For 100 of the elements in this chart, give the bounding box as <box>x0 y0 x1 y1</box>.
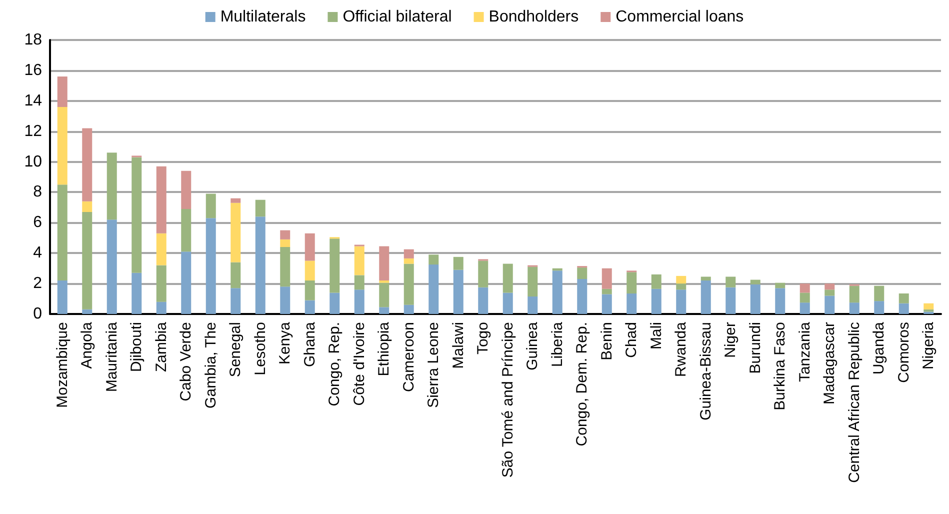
bar <box>280 230 290 240</box>
bar <box>800 284 810 293</box>
x-tick-label: Madagascar <box>821 322 838 405</box>
y-tick-label: 2 <box>33 275 42 292</box>
bar <box>106 220 117 314</box>
bar <box>354 246 364 276</box>
bar <box>354 275 364 290</box>
x-tick-label: Central African Republic <box>846 322 863 483</box>
y-tick-label: 8 <box>33 184 42 201</box>
x-tick-label: Burkina Faso <box>772 322 789 410</box>
bar <box>824 284 835 290</box>
bar <box>181 208 192 252</box>
bar <box>726 276 736 288</box>
bar <box>304 260 315 281</box>
bar <box>181 252 192 314</box>
bar <box>602 288 612 294</box>
legend-label: Official bilateral <box>342 8 452 26</box>
y-tick-label: 12 <box>24 122 42 140</box>
x-tick-label: Cabo Verde <box>178 322 195 402</box>
x-tick-label: Ghana <box>301 321 318 368</box>
y-tick-label: 14 <box>24 92 42 110</box>
bar <box>849 302 860 314</box>
x-tick-label: Gambia, The <box>202 322 220 408</box>
bar <box>82 309 92 314</box>
bar <box>800 302 810 314</box>
bar <box>428 264 439 314</box>
x-tick-label: Mauritania <box>103 321 120 392</box>
legend-label: Multilaterals <box>220 8 306 26</box>
bar <box>577 278 588 314</box>
bar <box>280 286 290 314</box>
bar <box>57 106 68 185</box>
bar <box>304 300 315 314</box>
bar <box>874 301 884 314</box>
x-tick-label: Senegal <box>227 322 244 378</box>
bar <box>800 292 810 303</box>
bar <box>726 287 736 314</box>
bar <box>404 258 414 264</box>
bar <box>132 157 142 273</box>
bar <box>156 166 166 234</box>
x-tick-label: Mozambique <box>54 322 71 408</box>
bar <box>750 280 760 284</box>
bar <box>676 276 686 284</box>
x-tick-label: Uganda <box>870 321 888 375</box>
x-tick-label: Niger <box>722 322 740 358</box>
bar <box>651 274 662 289</box>
bar <box>82 201 92 212</box>
bar <box>304 280 315 300</box>
bar <box>577 268 588 279</box>
bar <box>428 254 439 265</box>
x-tick-label: Sierra Leone <box>425 322 442 408</box>
bar <box>354 290 364 314</box>
bar <box>230 262 241 288</box>
bar <box>453 256 464 270</box>
bar <box>676 284 686 290</box>
x-tick-label: Zambia <box>152 321 170 372</box>
bar <box>156 302 166 314</box>
bar <box>898 293 909 304</box>
bar <box>775 288 786 314</box>
x-tick-label: São Tomé and Príncipe <box>499 322 516 478</box>
y-tick-label: 18 <box>24 32 42 48</box>
bar <box>206 194 216 218</box>
bar <box>404 304 414 314</box>
bar <box>849 286 860 303</box>
bar <box>750 284 760 314</box>
bar <box>57 76 68 107</box>
x-tick-label: Guinea-Bissau <box>697 322 714 420</box>
bar <box>404 264 414 305</box>
bar <box>478 287 488 314</box>
bar <box>156 233 166 266</box>
x-tick-label: Djibouti <box>128 322 146 372</box>
bar <box>626 272 637 294</box>
bar <box>82 128 92 202</box>
bar <box>700 276 711 281</box>
bar <box>330 292 340 314</box>
bar <box>255 216 266 314</box>
x-tick-label: Chad <box>623 322 640 358</box>
bar <box>404 249 414 258</box>
bar <box>898 303 909 314</box>
x-tick-label: Kenya <box>276 321 294 365</box>
x-tick-label: Burundi <box>746 322 764 374</box>
bar <box>156 265 166 302</box>
bar <box>528 296 538 314</box>
bar <box>280 247 290 287</box>
x-tick-label: Tanzania <box>796 321 814 382</box>
bar <box>304 233 315 261</box>
bar <box>824 290 835 296</box>
bar <box>824 296 835 314</box>
bar <box>602 268 612 289</box>
x-tick-label: Cameroon <box>400 322 418 392</box>
bar <box>181 170 192 209</box>
bar <box>255 200 266 217</box>
bar <box>552 270 562 314</box>
x-tick-label: Congo, Dem. Rep. <box>574 322 591 446</box>
legend-label: Bondholders <box>488 8 579 26</box>
x-tick-label: Togo <box>474 322 492 355</box>
x-tick-label: Côte d'Ivoire <box>350 322 368 406</box>
x-tick-label: Benin <box>598 322 616 360</box>
bar <box>874 286 884 302</box>
bar <box>280 239 290 248</box>
bar <box>602 294 612 314</box>
